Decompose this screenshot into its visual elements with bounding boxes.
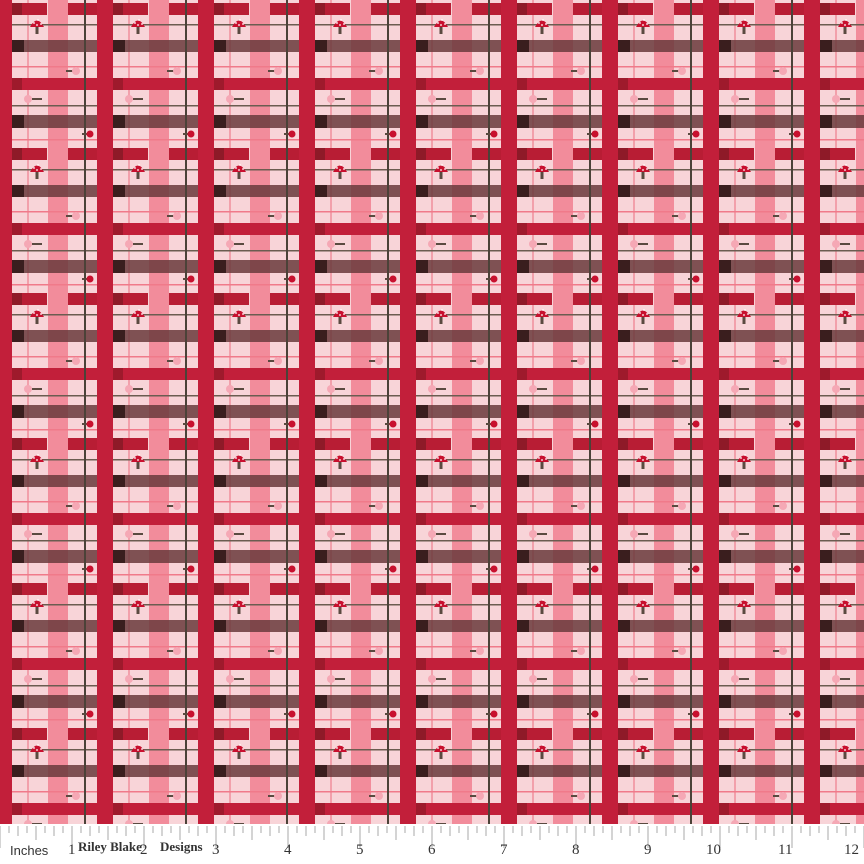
- ruler: Inches Riley Blake Designs 1 2 3 4 5 6 7 8 9 10 11…: [0, 824, 864, 864]
- ruler-number: 5: [356, 842, 364, 858]
- ruler-number: 1: [68, 842, 76, 858]
- ruler-number: 9: [644, 842, 652, 858]
- brand-name: Riley Blake: [78, 839, 142, 854]
- ruler-number: 8: [572, 842, 580, 858]
- ruler-ticks: [0, 826, 864, 848]
- ruler-number: 6: [428, 842, 436, 858]
- ruler-number: 11: [778, 842, 793, 858]
- ruler-number: 4: [284, 842, 292, 858]
- ruler-number: 7: [500, 842, 508, 858]
- brand-name-2: Designs: [160, 839, 203, 854]
- ruler-number: 2: [140, 842, 148, 858]
- ruler-unit-label: Inches: [10, 843, 49, 858]
- plaid-fabric: [0, 0, 864, 824]
- ruler-number: 3: [212, 842, 220, 858]
- ruler-number: 10: [706, 842, 721, 858]
- ruler-number: 12: [844, 842, 859, 858]
